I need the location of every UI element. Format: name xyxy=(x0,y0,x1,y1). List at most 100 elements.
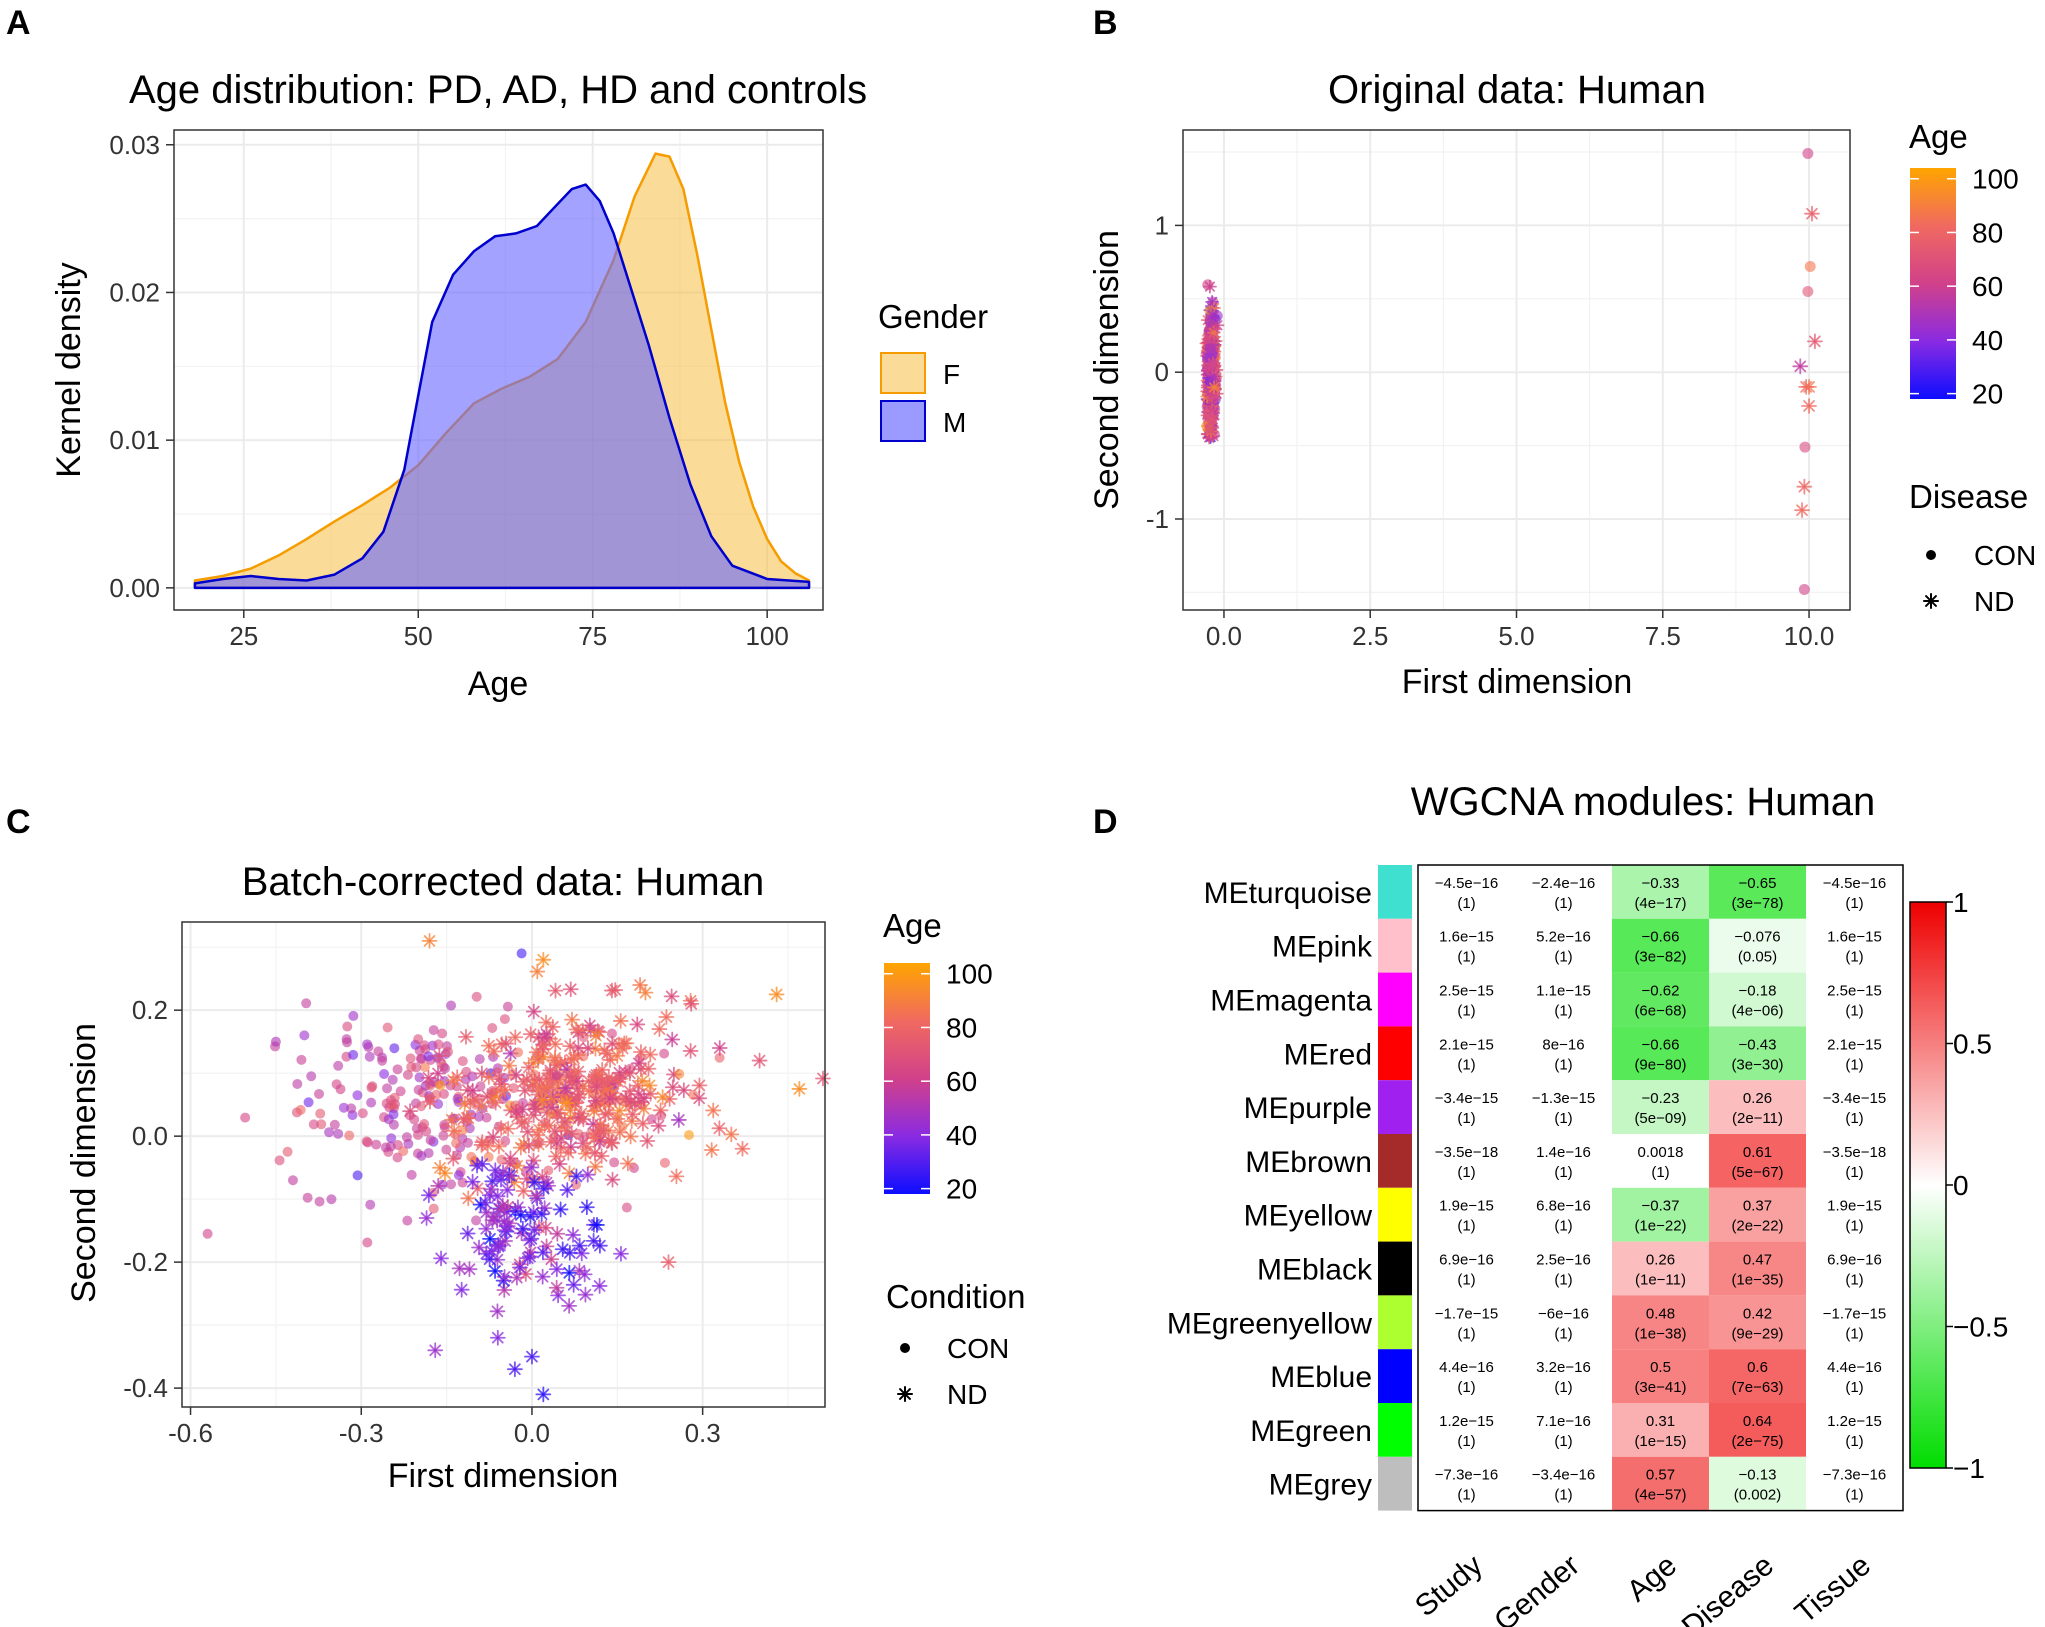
cell-correlation: −0.23 xyxy=(1642,1090,1680,1107)
point-nd xyxy=(477,1194,494,1211)
point-con xyxy=(438,1130,449,1141)
point-nd xyxy=(431,1048,448,1064)
panel-b-y-ticks: -1 0 1 xyxy=(1146,210,1183,534)
cell-pvalue: (1) xyxy=(1457,895,1475,912)
point-nd xyxy=(664,1079,681,1096)
point-nd xyxy=(461,1261,478,1278)
heatmap-cell xyxy=(1515,1187,1612,1242)
cell-pvalue: (1) xyxy=(1554,1003,1572,1020)
panel-c-y-ticks: -0.4 -0.2 0.0 0.2 xyxy=(123,995,182,1403)
point-nd xyxy=(611,1102,628,1119)
cell-pvalue: (1) xyxy=(1845,1164,1863,1181)
corr-colorbar-tick-label: 0 xyxy=(1953,1170,1969,1201)
point-con xyxy=(348,1010,359,1021)
point-nd xyxy=(432,1159,448,1176)
cell-pvalue: (1e−35) xyxy=(1731,1272,1783,1289)
point-nd xyxy=(460,1190,477,1207)
panel-b-age-colorbar xyxy=(1910,168,1956,399)
cell-correlation: −7.3e−16 xyxy=(1823,1467,1886,1484)
point-nd xyxy=(734,1140,751,1157)
heatmap-cell xyxy=(1709,1456,1806,1511)
point-nd xyxy=(629,1016,646,1033)
point-con xyxy=(442,1046,453,1057)
point-con xyxy=(274,1155,285,1166)
point-nd xyxy=(564,1011,580,1028)
cell-correlation: 0.47 xyxy=(1743,1252,1772,1269)
cell-correlation: 0.26 xyxy=(1743,1090,1772,1107)
point-nd xyxy=(464,1082,481,1099)
point-nd xyxy=(548,1279,565,1296)
heatmap-cell xyxy=(1612,1187,1709,1242)
panel-c-x-axis-title: First dimension xyxy=(388,1457,619,1495)
point-con xyxy=(502,1001,513,1012)
cell-correlation: 1.2e−15 xyxy=(1439,1413,1494,1430)
point-nd xyxy=(451,1260,468,1277)
point-nd xyxy=(663,988,680,1005)
point-nd xyxy=(571,1237,588,1254)
cell-correlation: −0.65 xyxy=(1739,875,1777,892)
point-nd xyxy=(418,1210,435,1226)
point-nd xyxy=(632,1044,649,1060)
point-nd xyxy=(489,1212,506,1229)
cell-pvalue: (1) xyxy=(1554,1487,1572,1504)
cell-correlation: 0.31 xyxy=(1646,1413,1675,1430)
column-label-tissue: Tissue xyxy=(1789,1549,1877,1627)
cell-correlation: −7.3e−16 xyxy=(1435,1467,1498,1484)
x-tick-label: 2.5 xyxy=(1352,621,1388,651)
point-nd xyxy=(535,1180,552,1197)
point-con xyxy=(416,1101,427,1112)
point-nd xyxy=(514,1220,531,1237)
point-con xyxy=(402,1215,413,1226)
cell-pvalue: (1) xyxy=(1457,1003,1475,1020)
cell-pvalue: (1) xyxy=(1554,1272,1572,1289)
point-con xyxy=(533,1137,544,1148)
point-con xyxy=(599,1077,610,1088)
x-tick-label: 0.0 xyxy=(1206,621,1242,651)
point-nd xyxy=(527,1101,544,1117)
heatmap-cell xyxy=(1709,1134,1806,1188)
point-con xyxy=(1206,359,1218,371)
heatmap-cell xyxy=(1612,1456,1709,1511)
point-nd xyxy=(1798,378,1815,395)
point-nd xyxy=(561,1244,578,1261)
point-nd xyxy=(600,1105,617,1121)
panel-c-legend: Age 20 40 60 80 100 Condition CON ND xyxy=(883,907,1025,1410)
point-con xyxy=(395,1086,406,1097)
cell-correlation: −0.13 xyxy=(1739,1467,1777,1484)
point-nd xyxy=(420,1187,437,1204)
heatmap-cell xyxy=(1806,972,1903,1027)
point-con xyxy=(473,1111,484,1122)
point-con xyxy=(475,1081,486,1092)
cell-pvalue: (1) xyxy=(1554,1110,1572,1127)
cell-pvalue: (1) xyxy=(1554,1325,1572,1342)
cell-pvalue: (3e−41) xyxy=(1634,1379,1686,1396)
corr-colorbar-tick-label: 1 xyxy=(1953,887,1969,918)
y-tick-label: -0.2 xyxy=(123,1247,168,1277)
point-con xyxy=(362,1039,373,1050)
cell-pvalue: (1) xyxy=(1845,1272,1863,1289)
point-con xyxy=(461,1066,472,1077)
point-con xyxy=(398,1146,409,1157)
panel-a-title: Age distribution: PD, AD, HD and control… xyxy=(129,68,867,112)
cell-pvalue: (1) xyxy=(1457,1056,1475,1073)
point-con xyxy=(401,1132,412,1143)
module-label-MEblue: MEblue xyxy=(1270,1361,1372,1394)
y-tick-label: -0.4 xyxy=(123,1373,168,1403)
heatmap-cell xyxy=(1709,918,1806,973)
point-nd xyxy=(492,1237,508,1254)
point-nd xyxy=(640,1060,657,1077)
heatmap-cell xyxy=(1806,918,1903,973)
point-nd xyxy=(524,1348,540,1365)
point-con xyxy=(315,1108,326,1119)
correlation-colorbar xyxy=(1909,901,1947,1469)
point-con xyxy=(437,1028,448,1039)
cell-correlation: 0.26 xyxy=(1646,1252,1675,1269)
point-nd xyxy=(534,1092,550,1109)
y-tick-label: 0.0 xyxy=(132,1121,168,1151)
point-nd xyxy=(422,1093,438,1110)
point-nd xyxy=(529,1190,546,1207)
point-con xyxy=(499,1014,510,1025)
point-nd xyxy=(515,1183,532,1199)
point-nd xyxy=(651,1021,668,1037)
point-con xyxy=(446,1000,457,1011)
